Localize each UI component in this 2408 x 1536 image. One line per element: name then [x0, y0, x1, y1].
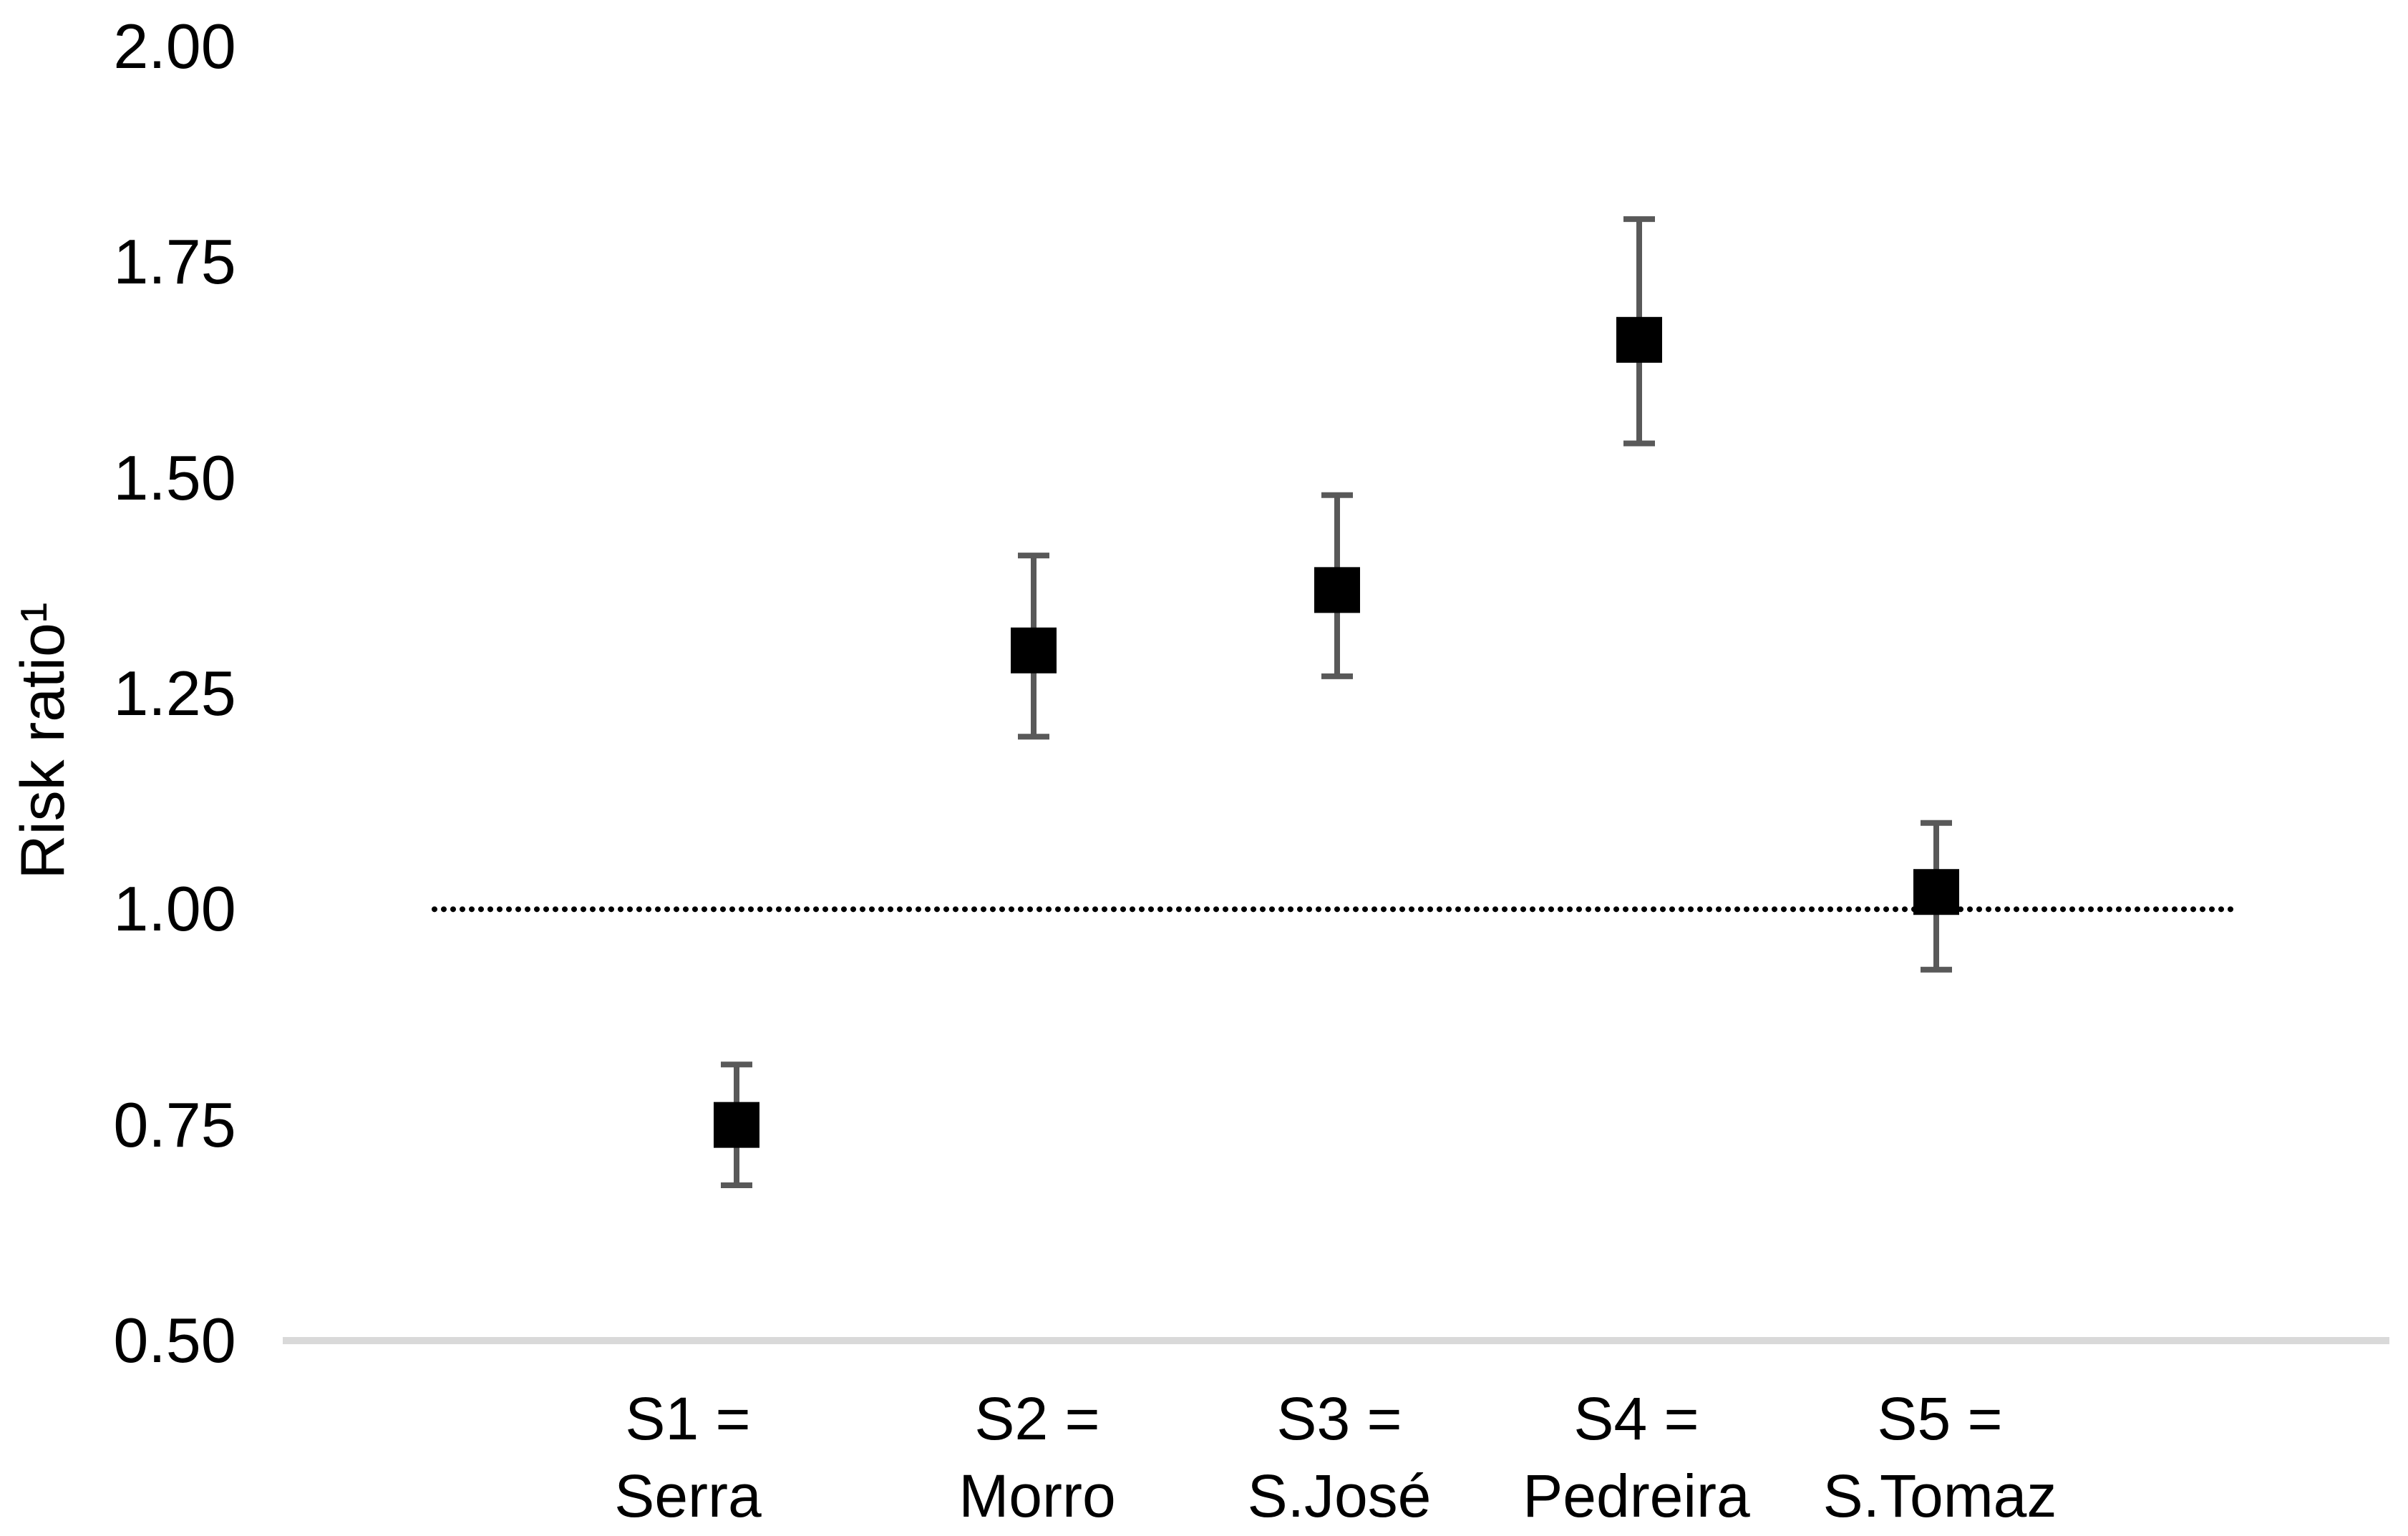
data-point-s5 [1913, 820, 1959, 973]
y-tick-label: 1.00 [113, 873, 236, 945]
category-name: Morro [958, 1462, 1116, 1530]
y-tick-label: 0.75 [113, 1089, 236, 1160]
y-tick-label: 1.25 [113, 657, 236, 729]
x-axis-label-s2: S2 = Morro [880, 1380, 1195, 1535]
category-code: S1 = [625, 1385, 751, 1452]
category-code: S5 = [1877, 1385, 2003, 1452]
estimate-marker [1913, 869, 1959, 915]
estimate-marker [714, 1102, 759, 1148]
y-tick-label: 1.75 [113, 226, 236, 298]
data-point-s4 [1616, 216, 1662, 447]
estimate-marker [1616, 316, 1662, 363]
data-point-s2 [1011, 553, 1057, 740]
category-name: S.José [1247, 1462, 1432, 1530]
category-name: S.Tomaz [1822, 1462, 2057, 1530]
data-point-s3 [1314, 492, 1360, 679]
y-tick-label: 2.00 [113, 11, 236, 82]
x-axis-label-s4: S4 = Pedreira [1479, 1380, 1794, 1535]
data-point-s1 [714, 1061, 759, 1189]
x-axis-label-s1: S1 = Serra [530, 1380, 845, 1535]
estimate-marker [1011, 627, 1057, 674]
estimate-marker [1314, 567, 1360, 613]
x-axis-label-s3: S3 = S.José [1182, 1380, 1497, 1535]
x-axis-label-s5: S5 = S.Tomaz [1782, 1380, 2097, 1535]
y-tick-label: 1.50 [113, 442, 236, 513]
category-code: S4 = [1573, 1385, 1699, 1452]
y-tick-label: 0.50 [113, 1304, 236, 1376]
category-code: S3 = [1276, 1385, 1402, 1452]
category-name: Pedreira [1523, 1462, 1750, 1530]
category-name: Serra [614, 1462, 762, 1530]
category-code: S2 = [974, 1385, 1100, 1452]
